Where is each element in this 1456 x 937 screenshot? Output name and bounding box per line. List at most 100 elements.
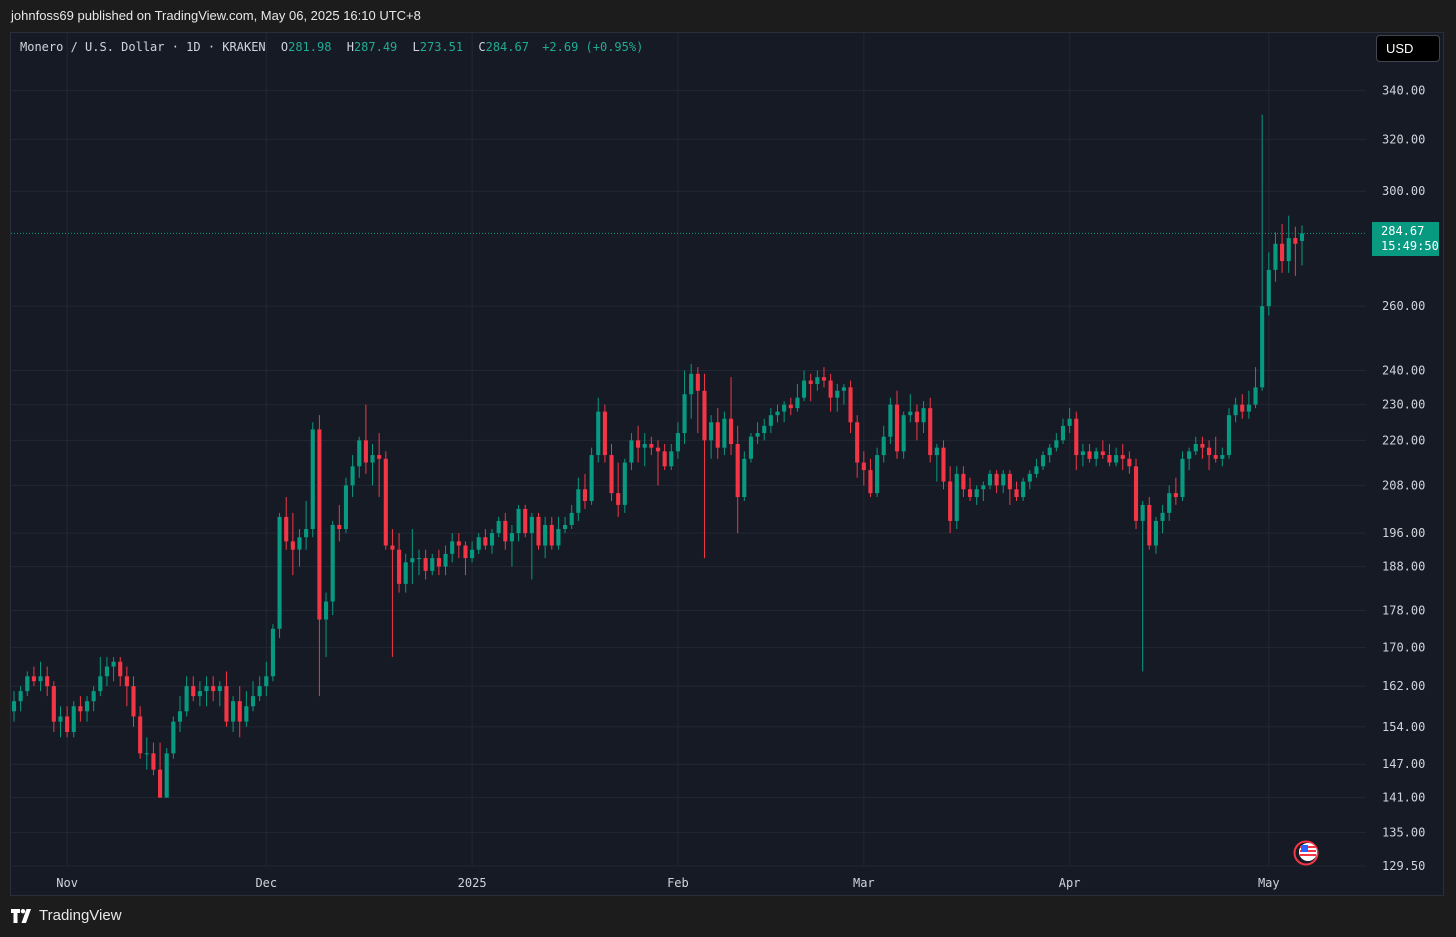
- published-text: johnfoss69 published on TradingView.com,…: [11, 8, 421, 23]
- candle-up: [1220, 455, 1225, 459]
- legend-close-value: 284.67: [485, 40, 529, 54]
- candle-up: [1266, 269, 1271, 307]
- candle-down: [868, 470, 873, 494]
- candle-up: [416, 558, 422, 560]
- candle-up: [443, 553, 448, 567]
- y-tick-label: 260.00: [1382, 299, 1425, 313]
- candle-up: [1153, 520, 1158, 546]
- candle-up: [1140, 504, 1145, 521]
- candle-down: [728, 418, 734, 444]
- candle-up: [184, 686, 189, 712]
- candle-up: [470, 549, 475, 559]
- candle-down: [609, 455, 614, 494]
- candle-down: [702, 390, 707, 441]
- candle-down: [337, 524, 342, 530]
- chart-frame[interactable]: [10, 32, 1444, 896]
- candle-up: [1260, 306, 1265, 388]
- currency-button[interactable]: USD: [1376, 35, 1440, 62]
- x-tick-label: May: [1258, 876, 1280, 890]
- x-tick-label: 2025: [458, 876, 487, 890]
- candle-up: [908, 411, 913, 416]
- tradingview-brand[interactable]: TradingView: [11, 907, 122, 924]
- candle-down: [523, 508, 528, 534]
- candle-up: [775, 411, 780, 416]
- candle-up: [1021, 481, 1026, 498]
- y-tick-label: 220.00: [1382, 433, 1425, 447]
- y-tick-label: 135.00: [1382, 826, 1425, 840]
- candle-down: [1014, 489, 1019, 498]
- candle-down: [1087, 451, 1092, 459]
- candle-down: [649, 443, 654, 448]
- candle-up: [596, 411, 601, 456]
- x-tick-label: Apr: [1059, 876, 1081, 890]
- candle-up: [104, 666, 110, 677]
- candle-up: [270, 628, 275, 677]
- top-bar: johnfoss69 published on TradingView.com,…: [0, 0, 1456, 32]
- y-tick-label: 208.00: [1382, 478, 1425, 492]
- candle-down: [158, 769, 163, 798]
- candle-up: [204, 686, 209, 692]
- candle-up: [748, 436, 754, 459]
- y-tick-label: 300.00: [1382, 184, 1425, 198]
- candle-down: [131, 686, 136, 717]
- candle-down: [78, 706, 83, 712]
- candle-up: [722, 418, 727, 448]
- candle-down: [1127, 458, 1132, 467]
- candle-up: [496, 520, 501, 534]
- y-tick-label: 154.00: [1382, 720, 1425, 734]
- candle-up: [1080, 451, 1085, 456]
- y-tick-label: 196.00: [1382, 526, 1425, 540]
- candle-up: [450, 541, 455, 554]
- brand-name: TradingView: [39, 907, 122, 924]
- candle-down: [151, 753, 156, 770]
- candle-up: [1253, 387, 1258, 405]
- candle-up: [111, 661, 116, 667]
- candle-up: [1273, 243, 1278, 270]
- candle-up: [25, 676, 30, 692]
- candle-up: [1034, 466, 1039, 474]
- candle-up: [516, 508, 521, 534]
- candle-up: [410, 558, 415, 563]
- candle-down: [662, 451, 667, 467]
- candle-up: [350, 466, 355, 486]
- candle-up: [742, 458, 747, 498]
- candle-down: [1293, 238, 1298, 244]
- candle-up: [689, 373, 694, 395]
- candle-down: [994, 473, 999, 486]
- candle-up: [1233, 404, 1238, 416]
- candle-down: [237, 701, 242, 722]
- candle-up: [709, 422, 714, 441]
- candle-down: [1100, 451, 1105, 456]
- us-flag-icon[interactable]: [1293, 840, 1319, 866]
- candle-up: [1094, 451, 1099, 459]
- candle-down: [138, 716, 143, 754]
- candle-up: [38, 676, 43, 682]
- candle-down: [636, 440, 641, 448]
- candle-up: [1114, 455, 1119, 463]
- candle-down: [948, 481, 953, 521]
- candle-up: [569, 512, 574, 525]
- candle-down: [941, 447, 946, 482]
- candle-down: [914, 411, 919, 423]
- candle-up: [1180, 458, 1185, 498]
- candle-up: [954, 473, 959, 521]
- y-tick-label: 188.00: [1382, 560, 1425, 574]
- legend-low-value: 273.51: [419, 40, 464, 54]
- candle-down: [456, 541, 461, 546]
- last-price-value: 284.67: [1381, 224, 1425, 238]
- candle-up: [1286, 238, 1291, 262]
- candle-down: [51, 686, 56, 722]
- y-tick-label: 230.00: [1382, 398, 1425, 412]
- candle-down: [1147, 504, 1152, 546]
- candle-down: [423, 558, 428, 571]
- candle-up: [1027, 473, 1032, 482]
- x-tick-label: Dec: [255, 876, 277, 890]
- candle-up: [84, 701, 90, 712]
- candle-up: [244, 706, 249, 722]
- candle-up: [921, 408, 926, 423]
- candle-up: [1160, 512, 1165, 521]
- candle-up: [231, 701, 236, 722]
- candle-down: [1200, 443, 1205, 448]
- candle-up: [835, 390, 840, 398]
